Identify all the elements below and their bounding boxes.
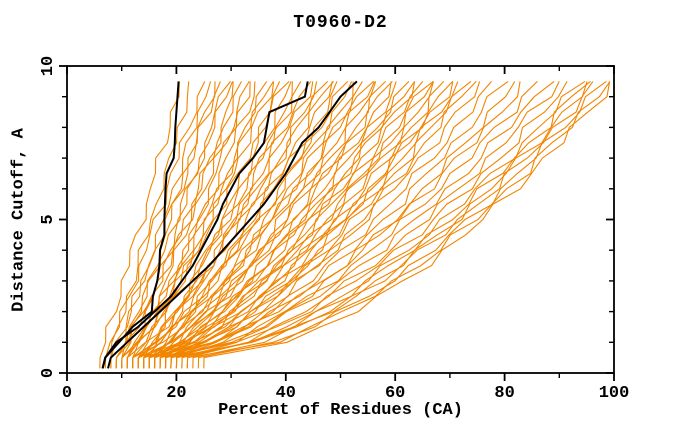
model-curve-orange (143, 81, 454, 369)
x-tick-label: 0 (62, 384, 72, 403)
model-curve-orange (126, 81, 329, 369)
model-curve-orange (153, 81, 445, 369)
model-curve-orange (197, 80, 607, 369)
model-curve-orange (115, 81, 234, 369)
model-curve-orange (159, 80, 509, 369)
black-model-2 (101, 81, 309, 369)
model-curve-orange (164, 81, 363, 369)
model-curve-orange (153, 80, 472, 369)
model-curve-orange (132, 80, 374, 369)
y-tick-label: 0 (39, 368, 58, 378)
model-curve-orange (159, 81, 416, 369)
model-curve-orange (148, 81, 335, 369)
model-curve-orange (164, 81, 459, 369)
model-curve-orange (132, 81, 349, 369)
model-curve-orange (159, 80, 555, 369)
y-axis-label: Distance Cutoff, A (9, 128, 29, 312)
x-tick-label: 40 (276, 384, 296, 403)
model-curve-orange (164, 81, 568, 369)
model-curve-orange (132, 81, 275, 369)
model-curve-orange (170, 80, 591, 369)
model-curve-orange (192, 81, 588, 369)
model-curve-orange (153, 81, 376, 369)
black-model-3 (107, 80, 358, 369)
chart-title: T0960-D2 (293, 13, 388, 33)
model-curve-orange (175, 81, 594, 369)
model-curve-orange (137, 81, 292, 369)
model-curve-orange (115, 81, 212, 369)
x-tick-label: 60 (385, 384, 405, 403)
model-curve-orange (104, 81, 206, 369)
model-curve-orange (137, 81, 393, 369)
model-curve-orange (126, 81, 290, 369)
model-curve-orange (148, 81, 397, 369)
model-curve-orange (115, 81, 251, 369)
model-curve-orange (181, 81, 560, 369)
x-axis-label: Percent of Residues (CA) (218, 401, 463, 420)
y-tick-label: 10 (39, 56, 58, 76)
y-tick-label: 5 (39, 214, 58, 224)
model-curve-orange (148, 81, 481, 369)
model-curve-orange (170, 81, 410, 369)
model-curve-orange (148, 81, 521, 369)
model-curve-orange (137, 81, 416, 369)
model-curve-orange (143, 81, 312, 369)
x-tick-label: 20 (166, 384, 186, 403)
model-curve-orange (186, 80, 586, 369)
model-curve-orange (181, 81, 516, 369)
model-curve-orange (170, 81, 538, 369)
model-curve-orange (126, 81, 256, 369)
model-curve-orange (164, 81, 386, 369)
model-curve-orange (143, 81, 434, 369)
model-curve-orange (99, 81, 180, 369)
x-tick-label: 100 (599, 384, 630, 403)
black-model-1 (101, 81, 180, 369)
x-tick-label: 80 (494, 384, 514, 403)
model-curve-orange (170, 81, 492, 369)
model-curve-orange (132, 81, 314, 369)
model-curve-orange (121, 81, 302, 369)
model-curve-orange (164, 81, 434, 369)
model-curve-orange (143, 81, 377, 369)
model-curve-orange (203, 81, 611, 369)
